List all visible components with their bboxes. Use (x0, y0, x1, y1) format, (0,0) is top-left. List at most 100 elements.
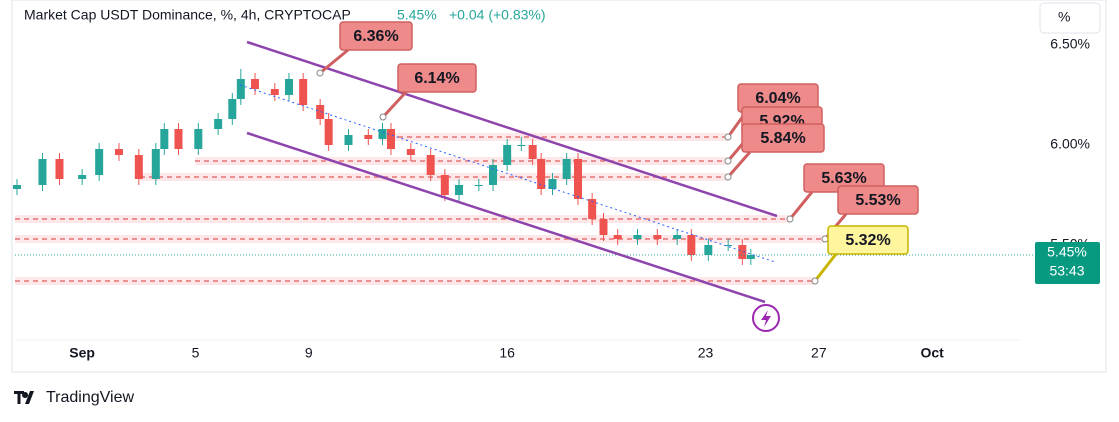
callout-box (837, 185, 919, 215)
callout-label: 6.04% (755, 90, 800, 107)
chart-title: Market Cap USDT Dominance, %, 4h, CRYPTO… (24, 7, 351, 23)
brand-name[interactable]: TradingView (46, 389, 134, 406)
callout-label: 6.14% (414, 70, 459, 87)
x-tick-label: 5 (192, 345, 200, 361)
candle-body (704, 245, 713, 255)
candle-body (573, 159, 582, 199)
callout-label: 6.36% (353, 28, 398, 45)
unit-button[interactable] (1039, 2, 1101, 34)
candle-body (474, 185, 483, 186)
callout-label: 5.32% (845, 232, 890, 249)
candle-body (548, 179, 557, 189)
candle-body (613, 235, 622, 239)
alert-bolt (761, 310, 771, 327)
callout-box (827, 225, 909, 255)
candle-body (12, 185, 21, 189)
callout-anchor (821, 235, 829, 243)
x-tick-label: Sep (69, 345, 95, 361)
level-band (195, 157, 728, 165)
candle-body (214, 119, 223, 129)
candle-body (250, 79, 259, 89)
candle-body (55, 159, 64, 179)
candle-body (151, 149, 160, 179)
candle-body (488, 165, 497, 185)
candle-body (386, 129, 395, 149)
candle-body (440, 175, 449, 195)
x-tick-label: 27 (811, 345, 827, 361)
callout-box (741, 123, 825, 153)
candle-body (284, 79, 293, 95)
candle-body (562, 159, 571, 179)
candle-body (228, 99, 237, 119)
unit-button-label[interactable]: % (1058, 9, 1070, 25)
candle-body (38, 159, 47, 185)
candle-body (160, 129, 169, 149)
candle-body (746, 255, 755, 259)
callout-label: 5.63% (821, 170, 866, 187)
callout-anchor (724, 133, 732, 141)
x-tick-label: 16 (499, 345, 515, 361)
y-tick-label: 6.50% (1050, 36, 1090, 52)
channel-upper (246, 40, 778, 218)
callout-anchor (379, 113, 387, 121)
candle-body (299, 79, 308, 105)
candle-body (537, 159, 546, 189)
callout-label: 5.53% (855, 192, 900, 209)
callout-leader (319, 48, 349, 75)
candle-body (134, 155, 143, 179)
candle-body (95, 149, 104, 175)
callout-label: 5.84% (760, 130, 805, 147)
candle-body (724, 245, 733, 246)
chart-frame (11, 0, 1107, 373)
callout-leader (726, 151, 752, 178)
candle-body (194, 129, 203, 149)
regression-line (239, 84, 776, 263)
candle-body (454, 185, 463, 195)
candle-body (270, 89, 279, 95)
candle-body (426, 155, 435, 175)
callout-anchor (724, 173, 732, 181)
candle-body (114, 149, 123, 155)
candle-body (316, 105, 325, 119)
channel-lower (246, 131, 766, 304)
callout-leader (788, 191, 814, 220)
candle-body (633, 235, 642, 239)
candle-body (364, 135, 373, 139)
candle-body (687, 235, 696, 255)
price-tag-value: 5.45% (1047, 244, 1087, 260)
candle-body (517, 145, 526, 146)
candle-body (588, 199, 597, 219)
candle-body (673, 235, 682, 239)
candle-body (324, 119, 333, 145)
callout-anchor (724, 157, 732, 165)
candle-body (78, 175, 87, 179)
plot (12, 69, 1035, 285)
x-tick-label: Oct (920, 345, 944, 361)
x-tick-label: 23 (698, 345, 714, 361)
price-tag-countdown: 53:43 (1049, 263, 1084, 279)
callout-leader (813, 253, 838, 282)
callout-anchor (811, 277, 819, 285)
candle-body (528, 145, 537, 159)
candle-body (344, 135, 353, 145)
candle-body (378, 129, 387, 139)
brand-logo[interactable] (14, 391, 34, 404)
candle-body (174, 129, 183, 149)
callout-box (339, 21, 413, 51)
candle-body (503, 145, 512, 165)
price-change: +0.04 (+0.83%) (449, 7, 546, 23)
candle-body (599, 219, 608, 235)
callout-anchor (316, 69, 324, 77)
candle-body (653, 235, 662, 239)
price-tag (1035, 242, 1100, 284)
candle-body (236, 79, 245, 99)
callout-box (397, 63, 477, 93)
candle-body (738, 245, 747, 259)
overlay: 6.36%6.14%6.04%5.92%5.84%5.63%5.53%5.32% (316, 21, 919, 285)
last-price: 5.45% (397, 7, 437, 23)
callout-anchor (786, 215, 794, 223)
level-band (140, 173, 728, 181)
y-tick-label: 6.00% (1050, 136, 1090, 152)
